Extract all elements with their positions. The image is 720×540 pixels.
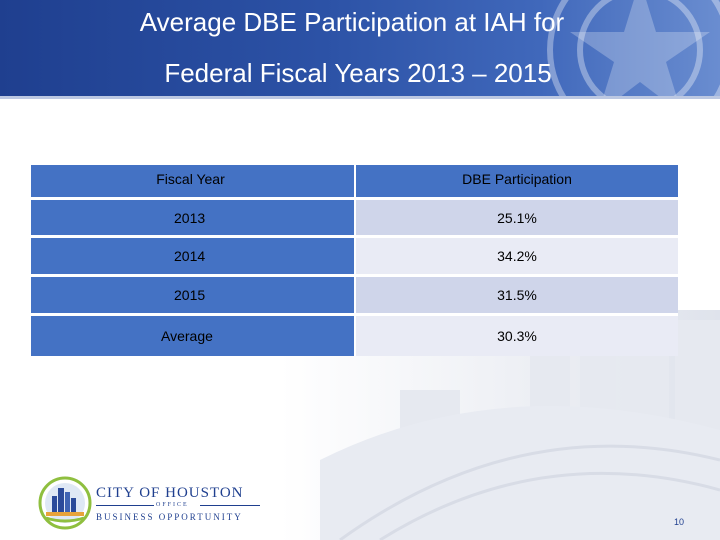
logo-office: OFFICE <box>156 502 189 508</box>
participation-cell: 30.3% <box>354 316 678 356</box>
title-banner: Average DBE Participation at IAH for Fed… <box>0 0 720 97</box>
page-number: 10 <box>674 517 685 527</box>
fiscal-year-cell: 2015 <box>31 277 354 313</box>
row-separator <box>31 313 678 316</box>
participation-cell: 31.5% <box>354 277 678 313</box>
cityscape-watermark <box>280 310 720 540</box>
fiscal-year-cell: Average <box>31 316 354 356</box>
row-separator <box>31 235 678 238</box>
participation-cell: 34.2% <box>354 238 678 274</box>
table-row: 2015 31.5% <box>31 277 678 313</box>
star-decoration-icon <box>547 0 720 97</box>
table-row: 2013 25.1% <box>31 200 678 235</box>
fiscal-year-cell: 2014 <box>31 238 354 274</box>
participation-cell: 25.1% <box>354 200 678 235</box>
header-divider <box>0 96 720 99</box>
row-separator <box>31 274 678 277</box>
table-header-row: Fiscal Year DBE Participation <box>31 165 678 197</box>
logo-rule-left <box>96 505 154 506</box>
city-of-houston-logo-icon <box>38 476 92 530</box>
row-separator <box>31 197 678 200</box>
slide-title-line-1: Average DBE Participation at IAH for <box>139 7 565 37</box>
table-row: 2014 34.2% <box>31 238 678 274</box>
header-fiscal-year: Fiscal Year <box>156 171 225 187</box>
fiscal-year-cell: 2013 <box>31 200 354 235</box>
logo-city-of-houston: CITY OF HOUSTON <box>96 485 244 501</box>
table-row-average: Average 30.3% <box>31 316 678 356</box>
logo-rule-right <box>200 505 260 506</box>
header-dbe-participation: DBE Participation <box>354 165 678 197</box>
logo-business-opportunity: BUSINESS OPPORTUNITY <box>96 512 243 522</box>
slide-title-line-2: Federal Fiscal Years 2013 – 2015 <box>164 58 552 88</box>
